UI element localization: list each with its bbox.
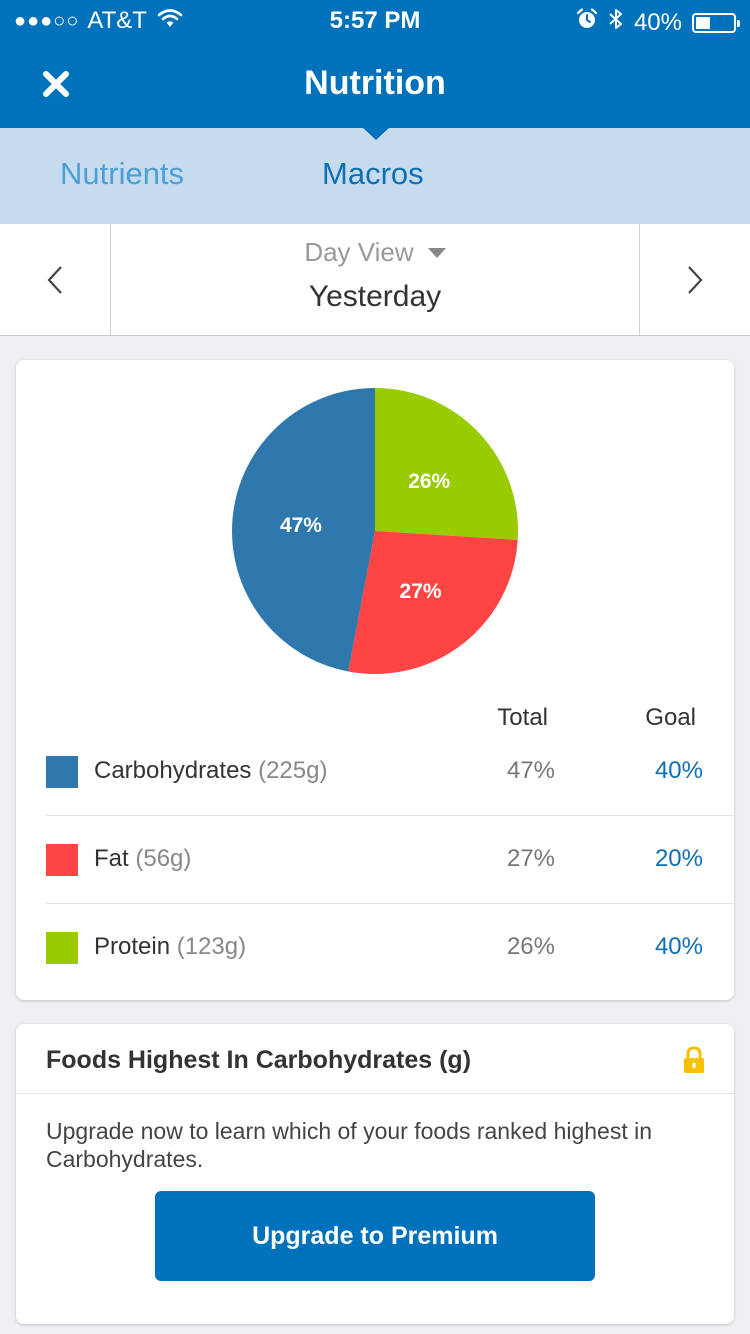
macro-row-protein[interactable]: Protein (123g) 26% 40% (46, 904, 734, 992)
pie-slice-fat (348, 531, 518, 674)
tab-bar: Nutrients Macros (0, 127, 750, 224)
date-navigator: Day View Yesterday (0, 224, 750, 336)
chevron-left-icon (47, 265, 62, 294)
macro-goal: 20% (654, 845, 703, 872)
lock-icon (682, 1046, 706, 1079)
macro-name: Protein (123g) (94, 933, 246, 961)
status-left: ●●●○○ AT&T (14, 7, 183, 35)
view-mode-label: Day View (304, 237, 414, 267)
macro-label: Carbohydrates (94, 757, 252, 784)
macros-card: 26% 27% 47% Total Goal Carbohydrates (225g… (16, 360, 734, 1000)
macro-row-fat[interactable]: Fat (56g) 27% 20% (46, 816, 734, 904)
status-bar: ●●●○○ AT&T 5:57 PM 40% (0, 0, 750, 40)
column-header-total: Total (497, 704, 548, 731)
nav-bar: Nutrition (0, 40, 750, 128)
chevron-down-icon (427, 247, 446, 258)
battery-fill (696, 16, 711, 29)
upgrade-card: Foods Highest In Carbohydrates (g) Upgra… (16, 1024, 734, 1324)
status-time: 5:57 PM (329, 7, 421, 34)
macro-total: 26% (506, 933, 555, 960)
carbohydrates-swatch (46, 756, 78, 788)
upgrade-description: Upgrade now to learn which of your foods… (46, 1118, 653, 1172)
macro-name: Fat (56g) (94, 845, 191, 873)
macro-label: Fat (94, 845, 129, 872)
macro-row-carbohydrates[interactable]: Carbohydrates (225g) 47% 40% (46, 728, 734, 816)
close-icon (43, 71, 69, 97)
alarm-icon (576, 8, 598, 37)
pie-slice-carbohydrates (232, 388, 375, 672)
date-selector[interactable]: Day View Yesterday (112, 224, 638, 335)
battery-percent: 40% (633, 8, 682, 36)
macro-amount: (123g) (176, 933, 247, 960)
fat-swatch (46, 844, 78, 876)
battery-icon (692, 12, 740, 33)
macro-total: 47% (506, 757, 555, 784)
pie-label-carbohydrates: 47% (280, 514, 322, 537)
close-button[interactable] (34, 62, 78, 106)
pie-label-fat: 27% (400, 580, 442, 603)
status-right: 40% (566, 7, 740, 38)
previous-day-button[interactable] (0, 224, 111, 335)
macro-name: Carbohydrates (225g) (94, 757, 327, 785)
bluetooth-icon (608, 7, 624, 38)
page-title: Nutrition (304, 64, 446, 102)
chevron-right-icon (688, 265, 703, 294)
row-divider (46, 903, 734, 904)
macro-amount: (56g) (135, 845, 192, 872)
view-mode-dropdown[interactable]: Day View (112, 237, 638, 268)
active-tab-caret (362, 127, 390, 140)
macro-goal: 40% (654, 933, 703, 960)
next-day-button[interactable] (639, 224, 750, 335)
macro-total: 27% (506, 845, 555, 872)
card-divider (16, 1093, 734, 1094)
macros-pie-chart: 26% 27% 47% (232, 388, 518, 674)
wifi-icon (157, 7, 183, 35)
pie-label-protein: 26% (408, 470, 450, 493)
macro-goal: 40% (654, 757, 703, 784)
protein-swatch (46, 932, 78, 964)
macro-label: Protein (94, 933, 171, 960)
macro-amount: (225g) (258, 757, 328, 784)
tab-macros[interactable]: Macros (322, 156, 424, 191)
signal-strength: ●●●○○ (14, 9, 80, 32)
tab-nutrients[interactable]: Nutrients (60, 156, 185, 191)
carrier-name: AT&T (87, 7, 147, 34)
pie-slice-protein (375, 388, 518, 540)
upgrade-to-premium-button[interactable]: Upgrade to Premium (155, 1191, 595, 1281)
selected-date: Yesterday (308, 280, 442, 313)
row-divider (46, 815, 734, 816)
column-header-goal: Goal (645, 704, 696, 731)
upgrade-card-title: Foods Highest In Carbohydrates (g) (46, 1046, 472, 1074)
